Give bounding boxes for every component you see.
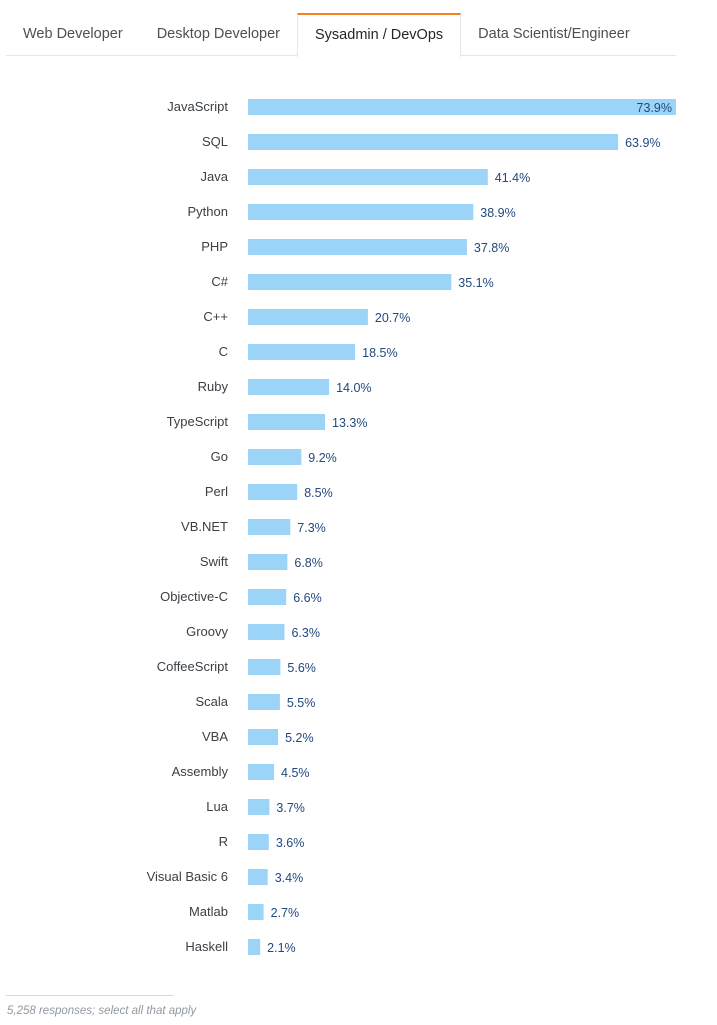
bar-value-label: 20.7% — [375, 311, 410, 325]
bar-value-label: 9.2% — [308, 451, 337, 465]
bar-label: R — [219, 834, 228, 849]
bar — [248, 694, 280, 710]
bar-label: TypeScript — [167, 414, 229, 429]
bar — [248, 729, 279, 745]
bar — [248, 169, 488, 185]
bar-value-label: 8.5% — [304, 486, 333, 500]
bar — [248, 309, 368, 325]
bar-value-label: 4.5% — [281, 766, 310, 780]
bar-label: C# — [211, 274, 228, 289]
bar-label: Ruby — [198, 379, 229, 394]
bar — [248, 344, 356, 360]
bar-value-label: 38.9% — [480, 206, 515, 220]
bar-label: Scala — [195, 694, 228, 709]
bar — [248, 869, 268, 885]
bar-label: Java — [201, 169, 229, 184]
bar-value-label: 37.8% — [474, 241, 509, 255]
bar-label: SQL — [202, 134, 228, 149]
bar-label: Matlab — [189, 904, 228, 919]
bar-value-label: 6.6% — [293, 591, 322, 605]
bar — [248, 449, 302, 465]
bar-value-label: 6.8% — [294, 556, 323, 570]
bar-label: JavaScript — [167, 99, 228, 114]
bar-label: Haskell — [185, 939, 228, 954]
bar-value-label: 2.1% — [267, 941, 296, 955]
bar-label: Assembly — [172, 764, 229, 779]
bar-value-label: 13.3% — [332, 416, 367, 430]
languages-bar-chart: JavaScript 73.9% SQL 63.9% Java 41.4% Python 38… — [147, 99, 676, 955]
tab-data-scientist-engineer[interactable]: Data Scientist/Engineer — [478, 26, 630, 42]
bar-label: Python — [188, 204, 228, 219]
bar — [248, 519, 291, 535]
bar-label: Lua — [206, 799, 228, 814]
role-tabs: Web Developer Desktop Developer Sysadmin… — [6, 13, 676, 57]
bar — [248, 834, 269, 850]
bar-label: Visual Basic 6 — [147, 869, 228, 884]
bar-value-label: 3.7% — [276, 801, 305, 815]
bar-value-label: 41.4% — [495, 171, 530, 185]
responses-footnote: 5,258 responses; select all that apply — [7, 1005, 197, 1017]
tab-sysadmin-devops[interactable]: Sysadmin / DevOps — [297, 13, 462, 57]
bar — [248, 99, 676, 115]
bar — [248, 484, 298, 500]
bar-value-label: 5.2% — [285, 731, 314, 745]
bar-value-label: 18.5% — [362, 346, 397, 360]
bar-value-label: 5.6% — [287, 661, 316, 675]
bar-label: Swift — [200, 554, 229, 569]
bar-label: Objective-C — [160, 589, 228, 604]
bar-label: CoffeeScript — [157, 659, 229, 674]
bar-value-label: 3.4% — [275, 871, 304, 885]
bar-value-label: 73.9% — [637, 101, 672, 115]
tab-desktop-developer[interactable]: Desktop Developer — [156, 26, 281, 42]
bar — [248, 274, 452, 290]
tab-web-developer[interactable]: Web Developer — [23, 26, 123, 42]
bar-value-label: 5.5% — [287, 696, 316, 710]
bar — [248, 589, 287, 605]
bar-label: C++ — [203, 309, 228, 324]
bar — [248, 939, 261, 955]
bar-label: VBA — [202, 729, 228, 744]
bar — [248, 414, 325, 430]
bar — [248, 624, 285, 640]
bar-label: VB.NET — [181, 519, 228, 534]
bar — [248, 554, 288, 570]
bar-value-label: 35.1% — [458, 276, 493, 290]
bar-label: PHP — [201, 239, 228, 254]
bar-label: Perl — [205, 484, 228, 499]
bar-value-label: 3.6% — [276, 836, 305, 850]
bar — [248, 204, 474, 220]
bar — [248, 659, 281, 675]
footer-divider — [6, 995, 174, 996]
bar — [248, 799, 270, 815]
bar-value-label: 63.9% — [625, 136, 660, 150]
bar — [248, 764, 275, 780]
bar — [248, 379, 330, 395]
bar-label: C — [219, 344, 228, 359]
bar-label: Groovy — [186, 624, 228, 639]
bar-value-label: 2.7% — [271, 906, 300, 920]
bar — [248, 904, 264, 920]
bar — [248, 239, 467, 255]
bar-label: Go — [211, 449, 228, 464]
bar-value-label: 6.3% — [291, 626, 320, 640]
bar-value-label: 14.0% — [336, 381, 371, 395]
bar-value-label: 7.3% — [297, 521, 326, 535]
bar — [248, 134, 619, 150]
